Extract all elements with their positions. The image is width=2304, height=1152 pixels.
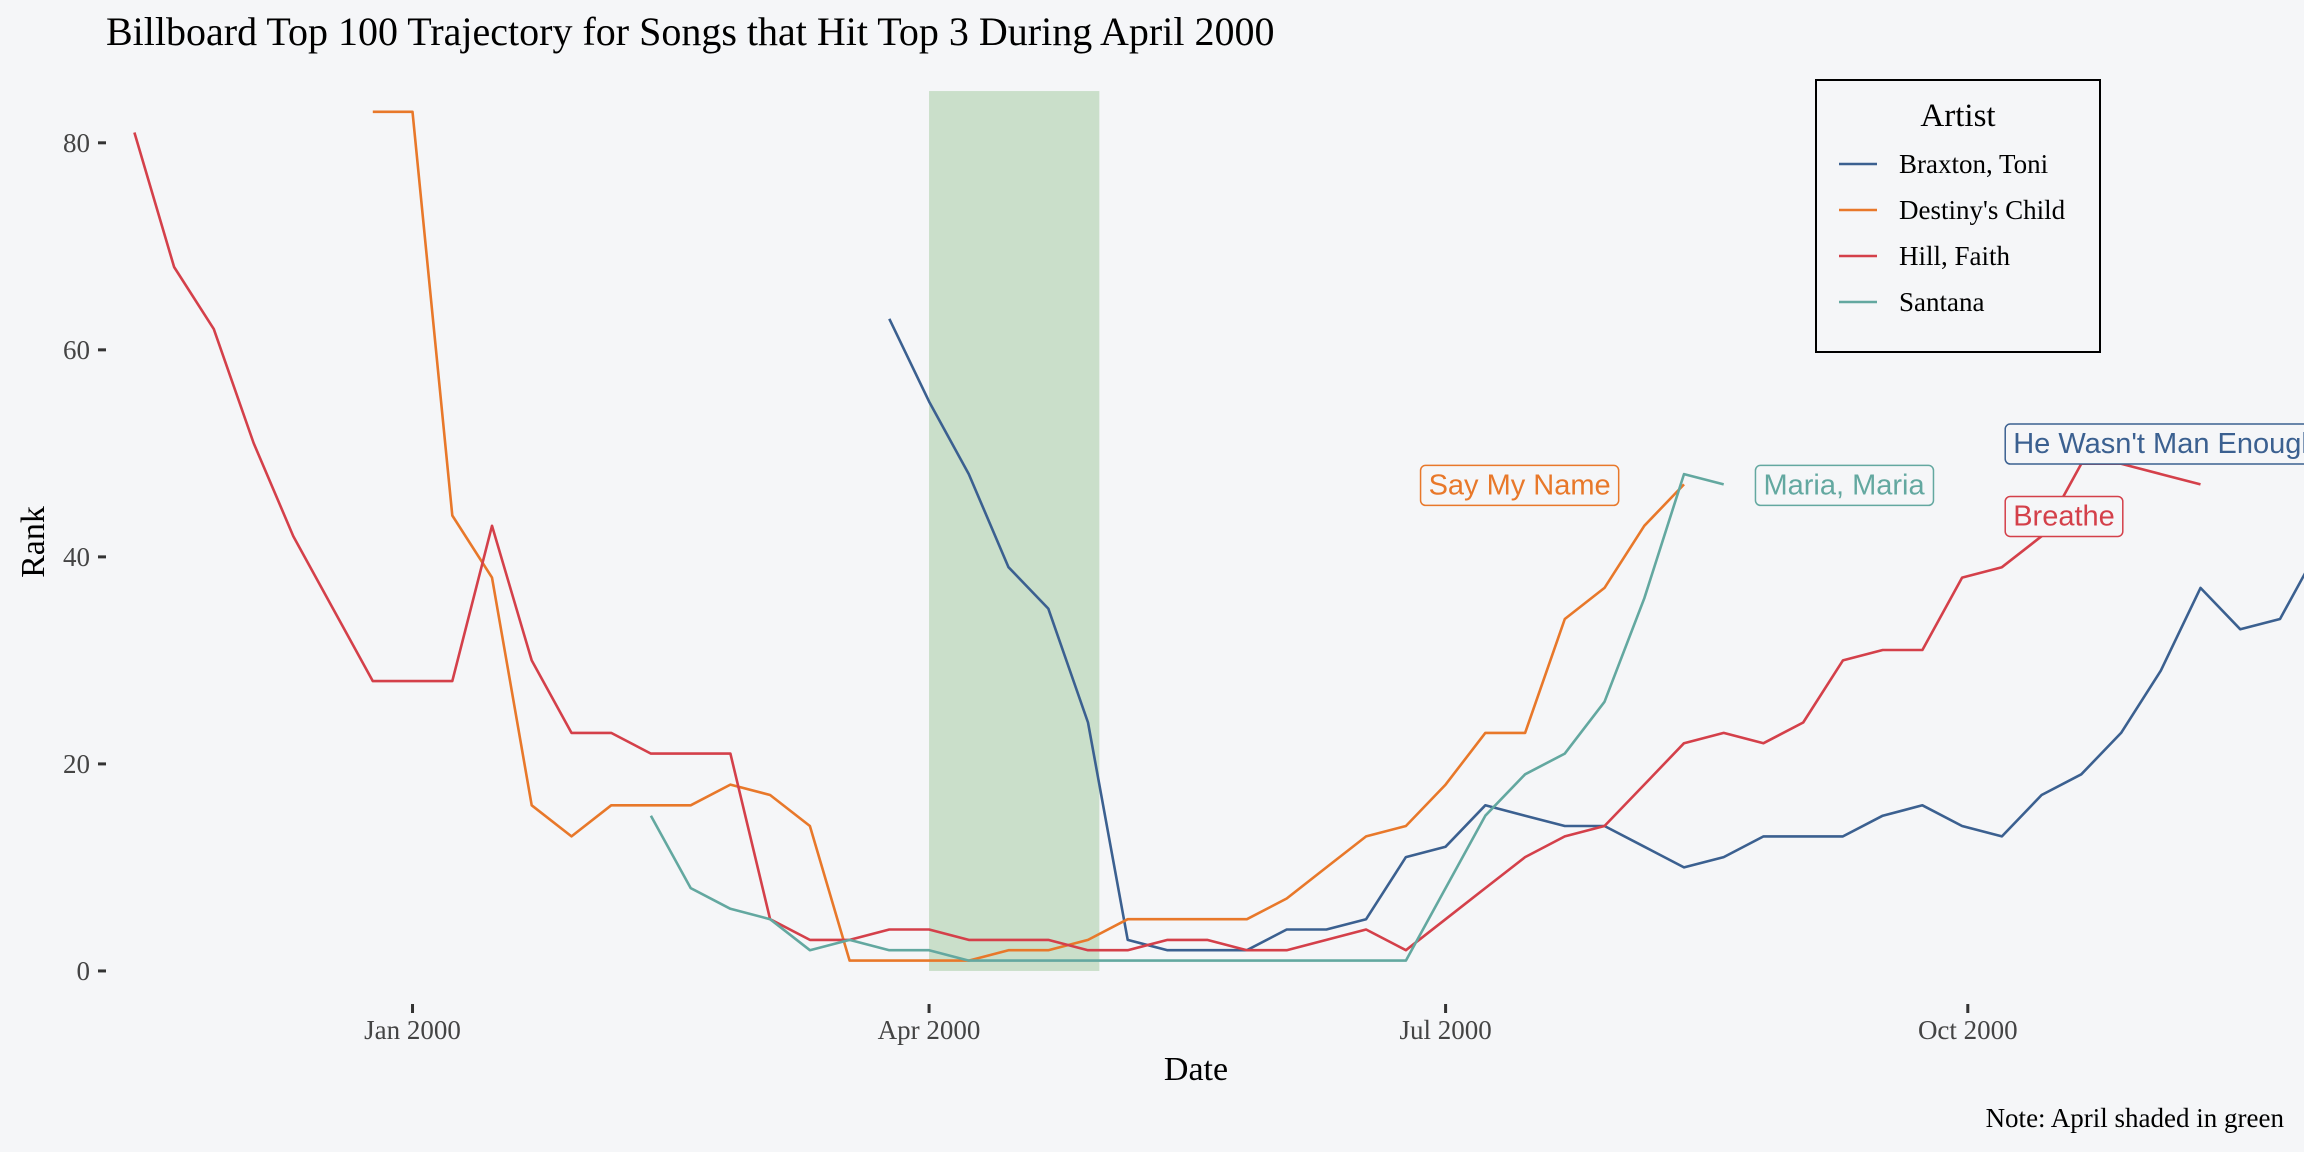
legend-title: Artist <box>1920 98 1995 134</box>
song-label-1: Say My Name <box>1419 464 1620 507</box>
legend-entry-label: Hill, Faith <box>1899 241 2011 271</box>
x-tick-label: Oct 2000 <box>1918 1015 2018 1045</box>
legend-entry-label: Braxton, Toni <box>1899 149 2048 179</box>
series-line-0 <box>888 318 2304 952</box>
legend-entry-label: Destiny's Child <box>1899 195 2066 225</box>
y-tick-label: 40 <box>63 542 90 572</box>
april-shaded-region <box>929 91 1100 971</box>
song-label-text: Breathe <box>2013 500 2115 532</box>
song-label-text: Maria, Maria <box>1763 469 1925 501</box>
x-tick-label: Apr 2000 <box>878 1015 981 1045</box>
series-line-3 <box>649 472 1725 962</box>
chart-title: Billboard Top 100 Trajectory for Songs t… <box>106 9 1274 54</box>
song-label-box <box>2004 423 2304 465</box>
y-tick-label: 80 <box>63 128 90 158</box>
y-tick-label: 20 <box>63 749 90 779</box>
y-axis-label: Rank <box>15 506 52 578</box>
song-label-0: He Wasn't Man Enough <box>2004 423 2304 465</box>
song-label-box <box>2004 495 2124 538</box>
y-tick-label: 0 <box>77 956 91 986</box>
series-line-2 <box>133 132 2201 952</box>
song-label-box <box>1419 464 1620 507</box>
x-tick-label: Jan 2000 <box>364 1015 461 1045</box>
legend: Artist Braxton, Toni Destiny's Child Hill,… <box>1815 79 2101 353</box>
song-label-box <box>1754 464 1935 507</box>
chart-note: Note: April shaded in green <box>1986 1103 2285 1133</box>
song-label-2: Breathe <box>2004 495 2124 538</box>
legend-box <box>1815 79 2101 353</box>
series-line-1 <box>372 110 1685 962</box>
song-label-3: Maria, Maria <box>1754 464 1935 507</box>
song-label-text: Say My Name <box>1429 469 1611 501</box>
x-tick-label: Jul 2000 <box>1399 1015 1491 1045</box>
legend-entry-label: Santana <box>1899 287 1984 317</box>
song-label-text: He Wasn't Man Enough <box>2013 428 2304 460</box>
x-axis-label: Date <box>1164 1051 1228 1088</box>
y-tick-label: 60 <box>63 335 90 365</box>
